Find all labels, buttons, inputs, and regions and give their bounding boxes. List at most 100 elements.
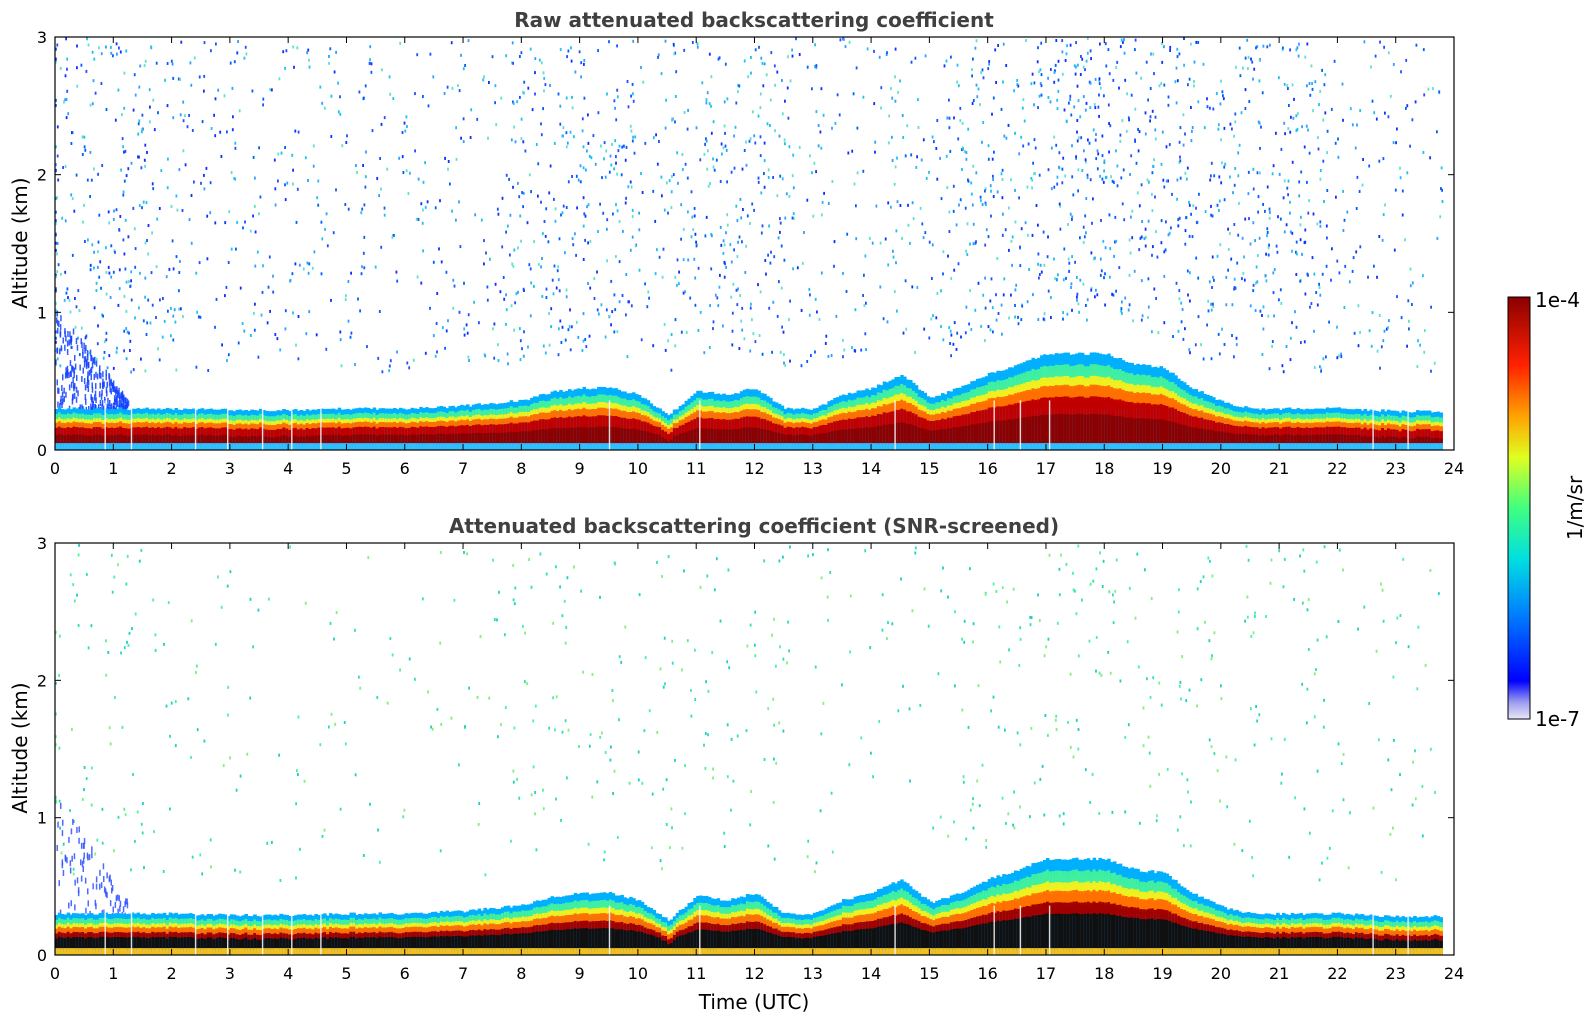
noise-speckle: [1056, 107, 1059, 111]
noise-speckle: [65, 37, 67, 41]
noise-speckle: [1104, 272, 1106, 276]
noise-speckle: [522, 191, 525, 195]
noise-speckle: [1138, 204, 1141, 208]
near-ground-cell: [241, 443, 245, 450]
noise-speckle: [463, 327, 466, 331]
boundary-layer-cell: [396, 422, 400, 430]
noise-speckle: [1177, 224, 1180, 228]
noise-speckle: [964, 206, 967, 210]
boundary-layer-cell: [404, 428, 409, 437]
boundary-layer-cell: [151, 434, 155, 445]
noise-speckle: [1267, 314, 1270, 318]
noise-speckle: [537, 162, 540, 166]
boundary-layer-cell: [629, 400, 633, 409]
boundary-layer-cell: [783, 409, 788, 417]
boundary-layer-cell: [605, 388, 610, 400]
boundary-layer-cell: [375, 435, 380, 445]
boundary-layer-cell: [588, 396, 592, 406]
noise-speckle: [1335, 195, 1337, 199]
noise-speckle: [1178, 216, 1181, 220]
boundary-layer-cell: [407, 414, 412, 421]
noise-speckle: [1233, 355, 1235, 359]
noise-speckle: [1278, 172, 1281, 176]
noise-speckle: [1123, 51, 1126, 55]
near-ground-cell: [538, 443, 543, 450]
noise-speckle: [1094, 295, 1096, 299]
boundary-layer-cell: [180, 423, 184, 430]
boundary-layer-cell: [425, 426, 429, 436]
noise-speckle: [1098, 93, 1100, 97]
boundary-layer-cell: [559, 427, 563, 445]
near-ground-cell: [192, 443, 196, 450]
noise-speckle: [483, 239, 485, 243]
noise-speckle: [572, 243, 575, 247]
boundary-layer-cell: [116, 427, 120, 437]
boundary-layer-cell: [116, 434, 120, 445]
boundary-layer-cell: [745, 427, 750, 445]
near-ground-cell: [352, 443, 356, 450]
boundary-layer-cell: [200, 434, 205, 445]
noise-speckle: [517, 290, 519, 294]
boundary-layer-cell: [646, 406, 651, 414]
aerosol-column-streak: [86, 350, 89, 356]
boundary-layer-cell: [110, 422, 114, 429]
noise-speckle: [274, 187, 277, 191]
noise-speckle: [1207, 299, 1210, 303]
noise-speckle: [533, 240, 535, 244]
noise-speckle: [1336, 259, 1339, 263]
noise-speckle: [1313, 329, 1315, 333]
near-ground-cell: [270, 443, 275, 450]
noise-speckle: [1271, 344, 1273, 348]
boundary-layer-cell: [585, 409, 589, 419]
boundary-layer-cell: [492, 403, 496, 412]
boundary-layer-cell: [661, 416, 665, 423]
noise-speckle: [1140, 76, 1142, 80]
noise-speckle: [156, 217, 159, 221]
boundary-layer-cell: [305, 423, 310, 430]
boundary-layer-cell: [119, 426, 123, 436]
boundary-layer-cell: [110, 409, 114, 417]
noise-speckle: [631, 139, 634, 143]
noise-speckle: [1070, 113, 1073, 117]
boundary-layer-cell: [728, 429, 732, 445]
noise-speckle: [613, 167, 615, 171]
noise-speckle: [105, 331, 108, 335]
near-ground-cell: [69, 443, 74, 450]
noise-speckle: [214, 325, 216, 329]
noise-speckle: [738, 347, 741, 350]
noise-speckle: [1349, 107, 1352, 111]
aerosol-column-streak: [88, 406, 90, 412]
noise-speckle: [388, 75, 391, 79]
noise-speckle: [1089, 106, 1092, 110]
noise-speckle: [447, 167, 449, 171]
noise-speckle: [724, 62, 727, 66]
near-ground-cell: [498, 443, 502, 450]
aerosol-column-streak: [105, 369, 107, 376]
boundary-layer-cell: [78, 434, 82, 445]
boundary-layer-cell: [707, 411, 712, 420]
boundary-layer-cell: [419, 417, 423, 423]
aerosol-column-streak: [118, 387, 120, 394]
boundary-layer-cell: [702, 411, 706, 421]
noise-speckle: [493, 322, 496, 326]
boundary-layer-cell: [267, 416, 272, 423]
noise-speckle: [766, 122, 769, 126]
noise-speckle: [731, 343, 734, 347]
noise-speckle: [1027, 233, 1029, 237]
noise-speckle: [1076, 119, 1079, 122]
near-ground-cell: [340, 443, 345, 450]
boundary-layer-cell: [745, 416, 750, 430]
noise-speckle: [1244, 217, 1247, 221]
boundary-layer-cell: [363, 407, 368, 416]
boundary-layer-cell: [366, 407, 371, 416]
boundary-layer-cell: [413, 418, 417, 424]
boundary-layer-cell: [498, 432, 502, 445]
noise-speckle: [1319, 89, 1322, 93]
noise-speckle: [658, 255, 661, 259]
noise-speckle: [792, 267, 794, 271]
boundary-layer-cell: [722, 400, 726, 409]
boundary-layer-cell: [206, 414, 211, 421]
noise-speckle: [105, 292, 108, 296]
noise-speckle: [234, 141, 237, 145]
noise-speckle: [1049, 100, 1052, 104]
